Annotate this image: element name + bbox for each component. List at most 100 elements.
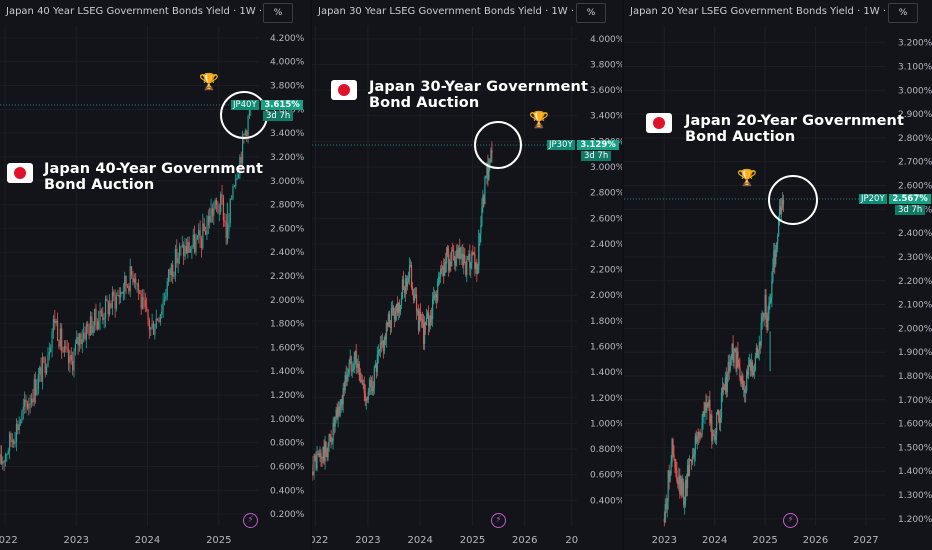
candle-body [13,440,15,444]
candle-body [139,290,141,294]
symbol-label: JP30Y [547,140,575,150]
y-tick-label: 1.400% [270,367,305,377]
candle-body [399,305,402,313]
chart-panel-jp30y[interactable]: 0.400% 0.600% 0.800% 1.000% 1.200% 1.400% 1.60… [312,0,622,550]
candle-body [434,295,436,298]
candle-body [391,307,394,309]
x-tick-label: 2024 [135,535,160,546]
candle-body [137,283,140,291]
candle-body [743,389,745,391]
candle-body [735,348,737,369]
candle-body [341,399,343,405]
candle-body [690,459,693,463]
candle-body [733,351,735,363]
y-tick-label: 3.800% [270,82,305,92]
candle-body [166,281,168,297]
candle-body [109,303,111,315]
percent-scale-button[interactable]: % [263,3,293,23]
candle-body [410,265,413,288]
candle-body [202,223,204,249]
y-tick-label: 1.200% [270,391,305,401]
candle-body [344,374,346,391]
candle-body [67,349,70,364]
candle-body [209,215,211,223]
candle-body [677,480,679,485]
candle-body [371,384,373,392]
candle-body [128,286,130,292]
candle-body [340,399,342,408]
candle-body [114,295,116,309]
candle-body [748,366,750,376]
candle-body [720,393,723,418]
candle-body [81,338,83,345]
candle-body [401,279,404,299]
candle-body [673,454,675,459]
candle-body [181,244,183,247]
candle-body [329,434,331,437]
candle-body [169,269,171,275]
y-tick-label: 2.000% [590,291,622,301]
y-tick-label: 0.400% [590,496,622,506]
candle-body [420,319,423,321]
candle-body [406,281,409,287]
chart-canvas-jp40y[interactable]: 0.200% 0.400% 0.600% 0.800% 1.000% 1.200% 1.40… [0,0,310,550]
candle-body [712,433,714,441]
chart-canvas-jp20y[interactable]: 1.200% 1.300% 1.400% 1.500% 1.600% 1.700% 1.80… [624,0,932,550]
candle-body [189,249,192,253]
candle-body [719,417,722,423]
candle-body [65,346,67,349]
candle-body [162,301,164,312]
candle-body [70,355,72,361]
chart-canvas-jp30y[interactable]: 0.400% 0.600% 0.800% 1.000% 1.200% 1.400% 1.60… [312,0,622,550]
lightning-icon[interactable]: ⚡ [783,513,798,528]
candle-body [317,453,319,455]
lightning-icon[interactable]: ⚡ [491,513,506,528]
candle-body [714,435,716,440]
candle-body [762,316,764,318]
candle-body [315,457,317,469]
candle-body [432,299,434,320]
candle-body [87,324,89,327]
candle-body [351,370,353,372]
candle-body [717,409,720,416]
candle-body [218,212,220,214]
candle-body [709,399,711,424]
candle-body [766,317,768,330]
candle-body [187,242,189,254]
candle-body [36,388,38,396]
candle-body [453,251,455,261]
candle-body [63,346,66,353]
candle-body [665,504,667,509]
candle-body [748,360,751,367]
candle-body [183,244,185,257]
candle-body [392,307,395,315]
candle-body [729,365,731,371]
candle-body [726,373,728,393]
candle-body [125,275,127,286]
candle-body [148,320,150,330]
candle-body [444,261,446,276]
candle-body [761,316,763,323]
candle-body [92,325,94,334]
chart-panel-jp40y[interactable]: 0.200% 0.400% 0.600% 0.800% 1.000% 1.200% 1.40… [0,0,310,550]
candle-body [683,482,685,506]
candle-body [44,358,46,374]
candle-body [118,294,120,298]
candle-body [379,342,381,351]
candle-body [192,234,194,247]
chart-title: Japan 20 Year LSEG Government Bonds Yiel… [630,6,910,17]
lightning-icon[interactable]: ⚡ [243,513,258,528]
candle-body [375,364,377,373]
candle-body [753,369,756,373]
candle-body [426,312,429,318]
candle-body [374,364,376,367]
percent-scale-button[interactable]: % [888,3,918,23]
candle-body [685,480,688,489]
percent-scale-button[interactable]: % [576,3,606,23]
candle-body [172,264,174,277]
candle-body [697,437,699,439]
chart-panel-jp20y[interactable]: 1.200% 1.300% 1.400% 1.500% 1.600% 1.700% 1.80… [624,0,932,550]
last-value: 3.129% [577,140,619,150]
candle-body [141,297,144,309]
x-tick-label: 2024 [702,535,727,546]
